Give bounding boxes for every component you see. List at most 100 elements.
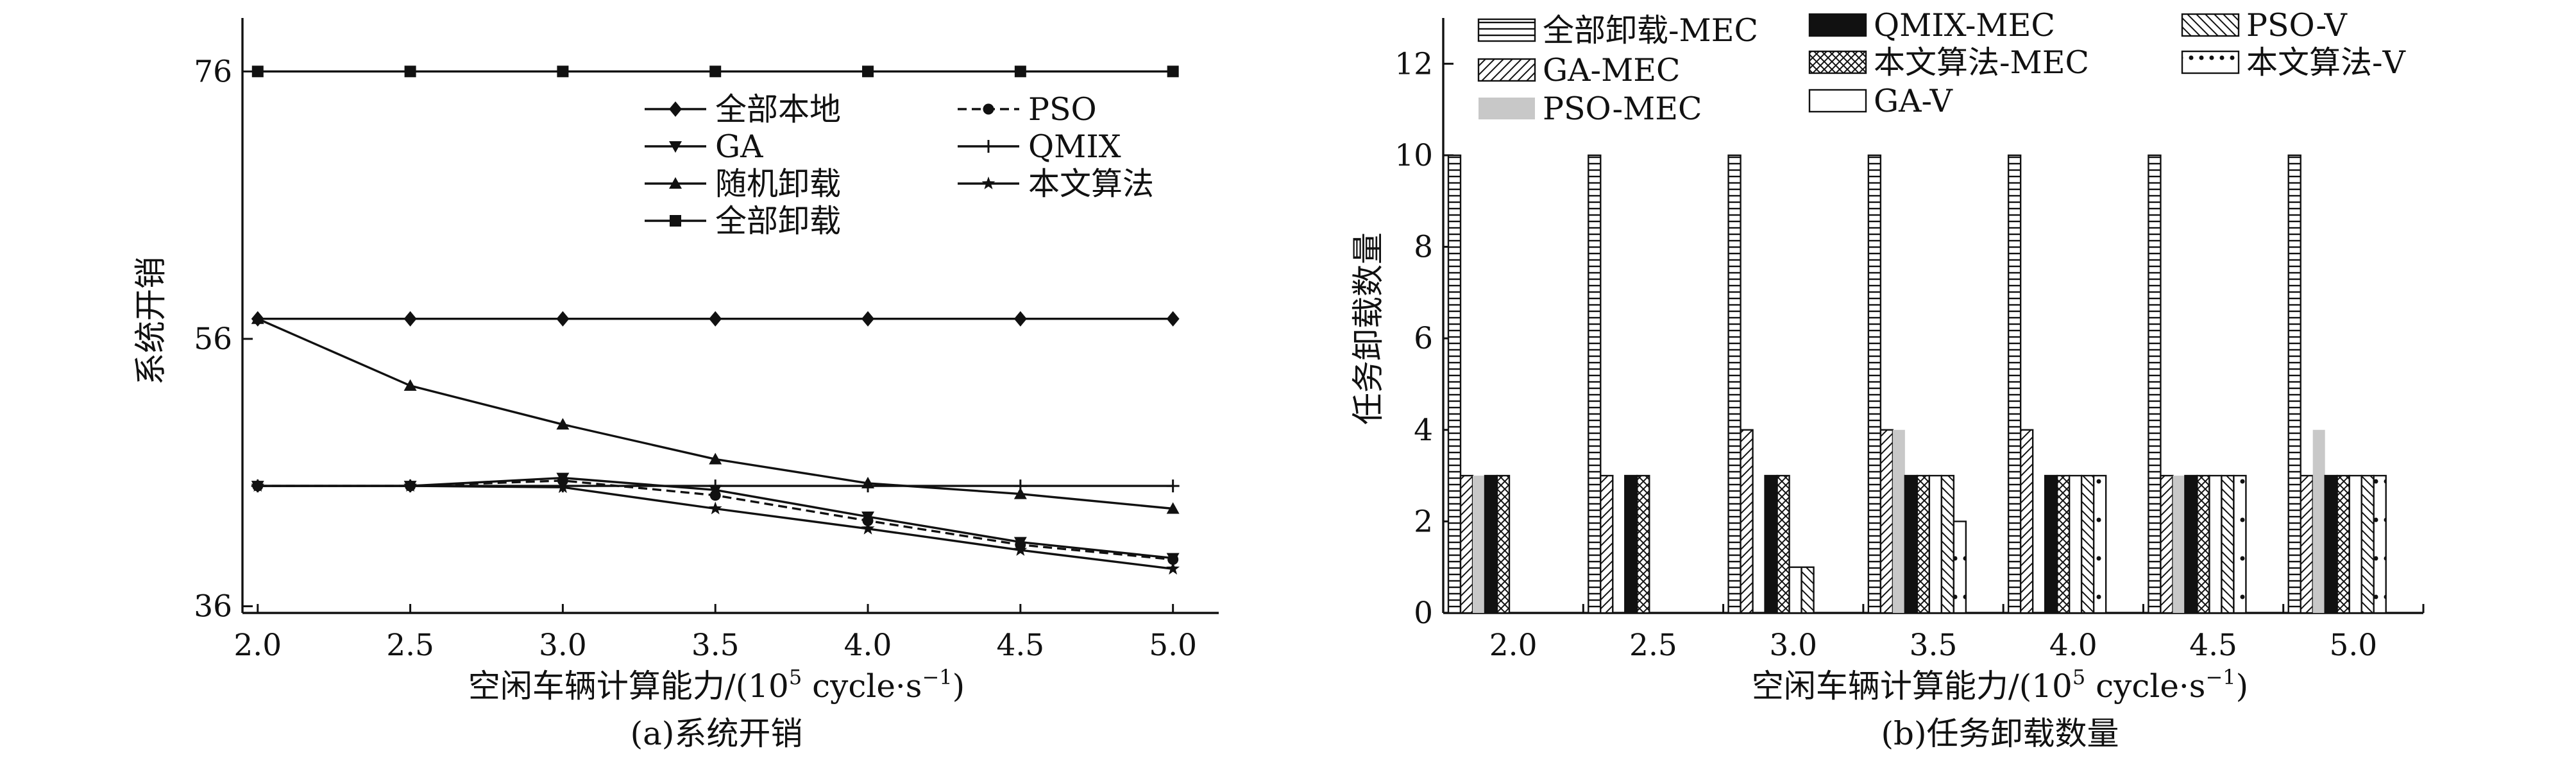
chart-a-y-tick-label: 36 [194, 589, 232, 624]
chart-a-x-tick-label: 2.5 [386, 628, 434, 663]
data-point [403, 379, 417, 391]
legend-marker [981, 177, 996, 189]
bar [2080, 474, 2095, 614]
chart-b: 0 2 4 6 8 10 12 2.0 2.5 3.0 3.5 4.0 4.5 5.0 全部卸载-MEC… [1350, 7, 2425, 752]
legend-entry: QMIX [958, 128, 1121, 165]
data-point [1166, 311, 1180, 327]
chart-a-x-ticks: 2.0 2.5 3.0 3.5 4.0 4.5 5.0 [233, 604, 1197, 663]
bar [1473, 476, 1485, 613]
chart-b-x-tick-label: 5.0 [2329, 628, 2377, 663]
bar [1928, 474, 1943, 614]
legend-label: PSO-MEC [1543, 90, 1702, 127]
legend-entry: PSO-MEC [1479, 90, 1702, 127]
data-point [1166, 562, 1180, 575]
bar [1484, 474, 1498, 614]
bar-group [1727, 154, 1815, 614]
bar [1788, 566, 1802, 614]
bar [2196, 474, 2210, 614]
chart-b-x-tick-label: 4.5 [2189, 628, 2237, 663]
chart-b-caption: (b)任务卸载数量 [1881, 715, 2119, 752]
chart-b-y-tick-label: 6 [1414, 321, 1433, 356]
legend-label: QMIX-MEC [1874, 7, 2055, 44]
bar-group [1447, 154, 1511, 614]
data-point [556, 418, 570, 430]
data-point [709, 311, 722, 327]
data-point [1166, 502, 1180, 514]
legend-marker [983, 103, 994, 115]
bar [2019, 429, 2034, 614]
chart-b-y-tick-label: 12 [1394, 46, 1433, 82]
legend-entry: GA-V [1808, 83, 1954, 119]
legend-swatch [1477, 58, 1536, 82]
data-point [251, 479, 265, 492]
bar [1588, 154, 1602, 614]
legend-entry: 随机卸载 [645, 166, 841, 202]
chart-b-x-axis-label: 空闲车辆计算能力/(105 cycle·s−1) [1752, 665, 2248, 705]
legend-entry: GA [645, 128, 763, 165]
chart-b-x-tick-label: 3.0 [1769, 628, 1817, 663]
chart-a-x-axis-label: 空闲车辆计算能力/(105 cycle·s−1) [468, 665, 965, 705]
bar [1953, 521, 1967, 614]
bar [2068, 474, 2083, 614]
legend-label: GA-MEC [1543, 52, 1681, 89]
series-全部卸载 [251, 65, 1179, 78]
legend-marker [669, 141, 682, 153]
data-point [862, 65, 874, 78]
bar [1916, 474, 1931, 614]
legend-entry: 全部本地 [645, 91, 841, 128]
legend-entry: GA-MEC [1477, 52, 1681, 89]
chart-a-x-tick-label: 2.0 [233, 628, 282, 663]
chart-a-caption: (a)系统开销 [631, 715, 803, 752]
bar [1879, 429, 1894, 614]
legend-label: 全部卸载-MEC [1543, 12, 1758, 49]
legend-label: 全部卸载 [715, 203, 841, 239]
bar [2173, 476, 2185, 613]
chart-b-x-tick-label: 4.0 [2049, 628, 2097, 663]
data-point [861, 479, 875, 493]
bar [2324, 474, 2338, 614]
data-point [709, 452, 722, 465]
chart-a-y-tick-label: 76 [194, 54, 232, 89]
legend-entry: 全部卸载 [645, 203, 841, 239]
chart-b-y-tick-label: 10 [1394, 138, 1433, 173]
bar [1764, 474, 1778, 614]
data-point [555, 480, 570, 494]
legend-label: GA-V [1874, 83, 1954, 119]
legend-entry: QMIX-MEC [1808, 7, 2055, 44]
data-point [404, 65, 416, 78]
chart-a: 36 56 76 2.0 2.5 3.0 3.5 4.0 4.5 5.0 全部本地GA随机卸载全… [132, 18, 1219, 752]
data-point [251, 312, 264, 324]
bar [2300, 474, 2314, 614]
bar [2373, 474, 2387, 614]
chart-b-x-tick-label: 3.5 [1910, 628, 1958, 663]
legend-swatch [1808, 13, 1867, 37]
bar [1776, 474, 1790, 614]
data-point [557, 65, 569, 78]
bar [1801, 566, 1815, 614]
legend-swatch [1808, 50, 1867, 74]
bar [1496, 474, 1511, 614]
data-point [709, 65, 722, 78]
chart-a-axes [241, 18, 1219, 614]
bar [2360, 474, 2375, 614]
chart-b-y-tick-label: 2 [1414, 504, 1433, 539]
chart-b-x-tick-label: 2.0 [1489, 628, 1538, 663]
chart-b-y-tick-label: 0 [1414, 596, 1433, 631]
chart-a-y-ticks: 36 56 76 [194, 54, 253, 624]
legend-swatch [2181, 50, 2240, 74]
legend-label: 随机卸载 [715, 166, 841, 202]
chart-b-x-tick-label: 2.5 [1629, 628, 1677, 663]
legend-swatch [1808, 89, 1867, 113]
chart-a-x-tick-label: 4.5 [996, 628, 1044, 663]
data-point [709, 479, 722, 493]
data-point [403, 311, 417, 327]
legend-label: 本文算法-MEC [1874, 44, 2089, 81]
data-point [403, 479, 418, 492]
chart-b-x-ticks: 2.0 2.5 3.0 3.5 4.0 4.5 5.0 [1442, 604, 2425, 663]
legend-swatch [2181, 13, 2240, 37]
legend-marker [982, 140, 995, 153]
data-point [1167, 65, 1179, 78]
data-point [862, 515, 874, 526]
